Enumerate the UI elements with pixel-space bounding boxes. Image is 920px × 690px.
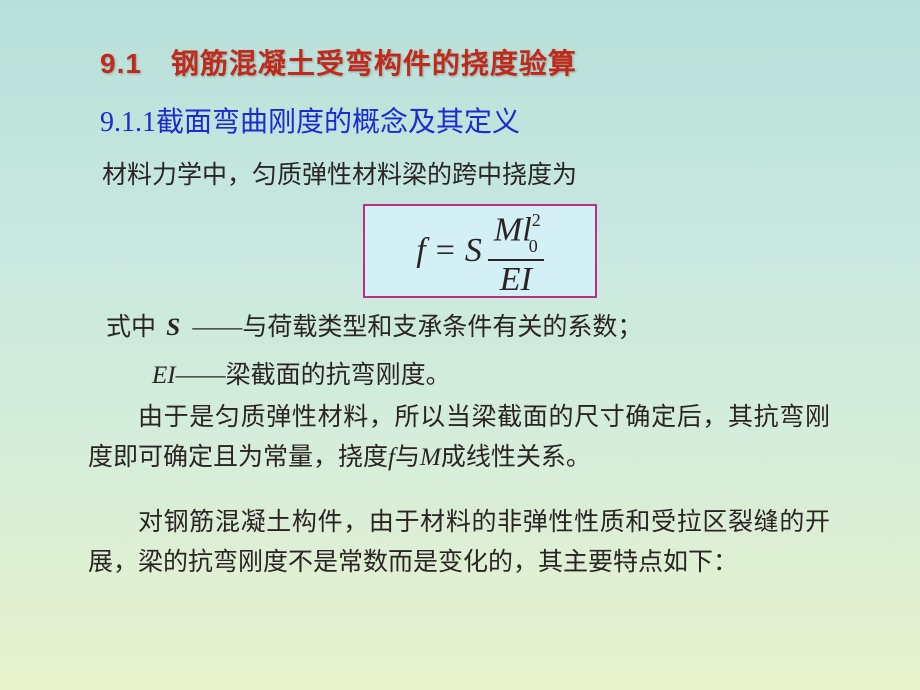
def-ei-symbol: EI [152,362,176,389]
slide-body: 9.1 钢筋混凝土受弯构件的挠度验算 9.1.1截面弯曲刚度的概念及其定义 材料… [0,0,920,690]
para1-M: M [420,444,441,471]
para1-f: f [388,444,395,471]
intro-line: 材料力学中，匀质弹性材料梁的跨中挠度为 [102,156,860,196]
formula-denominator: EI [488,261,544,297]
def-ei-text: ——梁截面的抗弯刚度。 [176,362,451,389]
formula-box: f = S Ml2 0 EI [363,204,597,298]
formula-eq: = [436,232,455,270]
paragraph-2: 对钢筋混凝土构件，由于材料的非弹性性质和受拉区裂缝的开展，梁的抗弯刚度不是常数而… [88,503,860,583]
para1-b: 与 [395,444,420,471]
para1-c: 成线性关系。 [441,444,591,471]
definition-ei: EI——梁截面的抗弯刚度。 [148,356,860,396]
definition-s: 式中 S ——与荷载类型和支承条件有关的系数； [106,308,860,348]
formula-numerator: Ml2 0 [488,205,544,261]
formula-num-sup: 2 [532,210,541,230]
formula-lhs: f [416,232,425,270]
formula-coef: S [465,232,482,270]
def-prefix: 式中 [106,314,156,341]
formula-fraction: Ml2 0 EI [488,205,544,297]
formula-num-sub: 0 [529,236,538,256]
def-s-text: ——与荷载类型和支承条件有关的系数； [192,314,642,341]
def-s-symbol: S [166,314,180,341]
paragraph-1: 由于是匀质弹性材料，所以当梁截面的尺寸确定后，其抗弯刚度即可确定且为常量，挠度f… [88,398,860,478]
section-subheading: 9.1.1截面弯曲刚度的概念及其定义 [100,100,860,140]
formula-num-text: Ml [494,211,532,248]
slide-heading: 9.1 钢筋混凝土受弯构件的挠度验算 [100,42,860,82]
